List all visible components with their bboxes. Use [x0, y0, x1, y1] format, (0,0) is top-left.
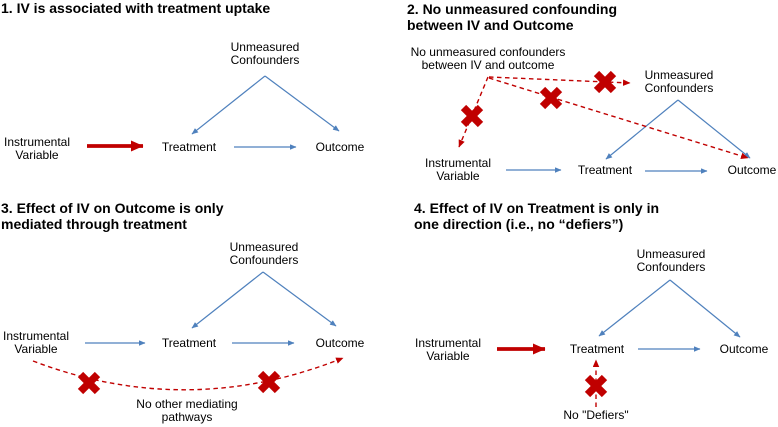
p3-confounders-to-outcome-arrow — [262, 271, 337, 327]
p2-node-outcome: Outcome — [727, 163, 777, 177]
p4-blue-edges — [598, 279, 741, 352]
p2-confounders-to-treatment-arrow — [605, 99, 679, 160]
p1-confounders-to-treatment-arrow — [191, 75, 266, 135]
p1-node-unmeasured-confounders: Unmeasured Confounders — [230, 40, 300, 67]
p4-annotation: No "Defiers" — [563, 408, 629, 422]
p4-title: 4. Effect of IV on Treatment is only in … — [414, 200, 660, 232]
p1-node-treatment: Treatment — [161, 140, 217, 154]
p3-node-unmeasured-confounders: Unmeasured Confounders — [229, 240, 299, 267]
p4-node-treatment: Treatment — [569, 342, 625, 356]
p4-node-instrumental-variable: Instrumental Variable — [414, 336, 482, 363]
p4-node-outcome: Outcome — [719, 342, 769, 356]
p3-node-outcome: Outcome — [315, 336, 365, 350]
p2-node-unmeasured-confounders: Unmeasured Confounders — [644, 68, 714, 95]
p3-node-instrumental-variable: Instrumental Variable — [2, 329, 70, 356]
p3-node-treatment: Treatment — [161, 336, 217, 350]
p3-confounders-to-treatment-arrow — [191, 271, 264, 329]
p3-forbidden-direct-path-curve — [32, 357, 344, 391]
p1-node-outcome: Outcome — [315, 140, 365, 154]
p2-node-instrumental-variable: Instrumental Variable — [424, 156, 492, 183]
p2-node-treatment: Treatment — [577, 163, 633, 177]
p2-forbidden-paths — [458, 76, 749, 160]
p4-node-unmeasured-confounders: Unmeasured Confounders — [636, 247, 706, 274]
p3-x-mark-left — [81, 375, 98, 392]
p2-x-mark-outcome-path — [543, 90, 560, 107]
p1-confounders-to-outcome-arrow — [264, 75, 340, 132]
p1-blue-edges — [191, 75, 340, 150]
p2-title: 2. No unmeasured confounding between IV … — [407, 1, 618, 33]
p3-blue-edges — [85, 271, 337, 346]
p4-confounders-to-treatment-arrow — [598, 279, 671, 337]
p4-confounders-to-outcome-arrow — [669, 279, 741, 338]
p3-annotation: No other mediating pathways — [136, 397, 238, 424]
p1-title: 1. IV is associated with treatment uptak… — [1, 0, 271, 16]
p1-node-instrumental-variable: Instrumental Variable — [3, 135, 71, 162]
p2-x-mark-iv-path — [464, 108, 481, 125]
p2-annotation: No unmeasured confounders between IV and… — [410, 45, 566, 72]
p2-confounders-to-outcome-arrow — [677, 99, 751, 159]
p2-forbidden-path-to-outcome — [488, 77, 749, 160]
p3-title: 3. Effect of IV on Outcome is only media… — [1, 200, 224, 232]
p2-blue-edges — [506, 99, 751, 174]
